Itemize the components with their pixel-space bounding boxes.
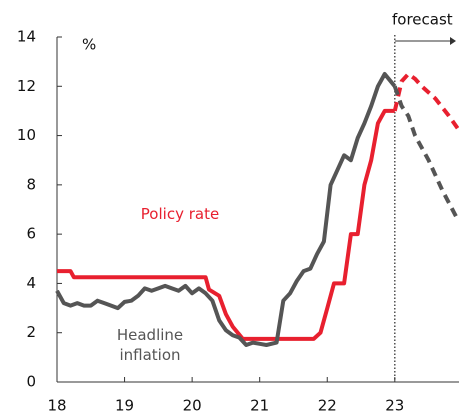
series-line (55, 72, 397, 347)
series-label: Policy rate (140, 205, 220, 223)
y-tick-label: 10 (17, 126, 36, 144)
x-tick-label: 19 (115, 397, 134, 415)
y-tick-label: 4 (26, 274, 36, 292)
forecast-label: forecast (392, 11, 453, 29)
x-tick-label: 21 (250, 397, 269, 415)
y-tick-label: 8 (26, 175, 36, 193)
y-axis-label: % (82, 36, 96, 54)
forecast-arrowhead (450, 37, 456, 45)
x-tick-label: 20 (183, 397, 202, 415)
series-label: Headline inflation (116, 326, 184, 364)
forecast-line (392, 72, 459, 130)
y-tick-label: 6 (26, 225, 36, 243)
series-line (57, 108, 395, 341)
y-tick-label: 2 (26, 323, 36, 341)
y-tick-label: 12 (17, 77, 36, 95)
y-tick-label: 0 (26, 373, 36, 391)
y-tick-label: 14 (17, 28, 36, 46)
forecast-line (392, 85, 459, 221)
x-tick-label: 23 (385, 397, 404, 415)
x-tick-label: 22 (318, 397, 337, 415)
x-tick-label: 18 (47, 397, 66, 415)
